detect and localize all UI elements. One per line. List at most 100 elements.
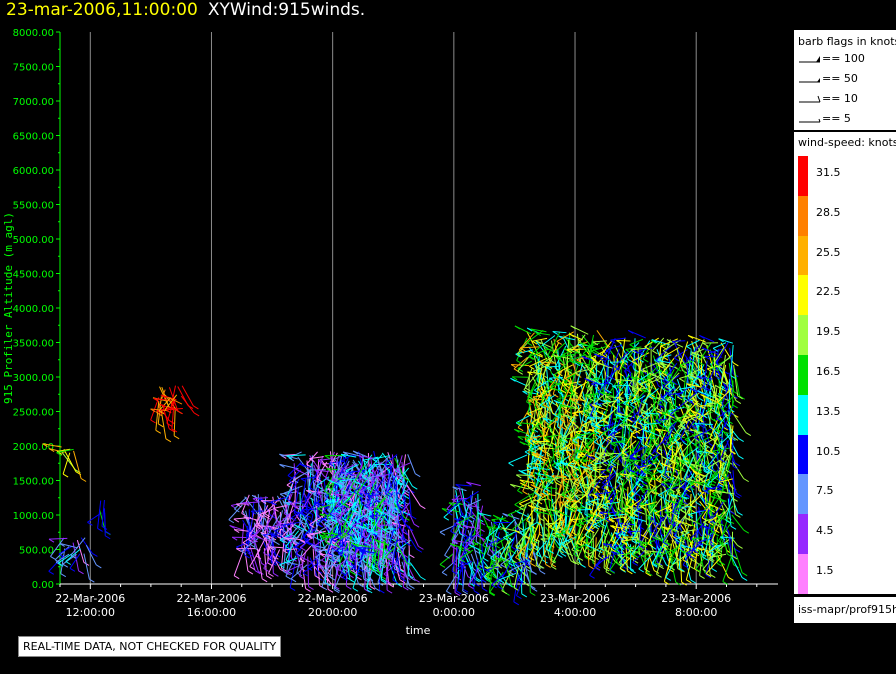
wind-barb-flag [348, 552, 354, 557]
wind-barb-flag [514, 529, 521, 534]
wind-barb [606, 403, 614, 429]
wind-barb [663, 388, 666, 413]
wind-barb [160, 410, 167, 439]
wind-barb [159, 403, 179, 412]
wind-barb [688, 407, 703, 431]
wind-barb [602, 400, 617, 403]
wind-barb [394, 462, 411, 470]
wind-barb [594, 537, 597, 568]
wind-barb-flag [396, 534, 402, 538]
wind-barb [462, 533, 473, 562]
wind-barb-flag [520, 482, 526, 487]
wind-barb-flag [343, 504, 350, 509]
wind-barb-flag [385, 580, 392, 585]
wind-barb-flag [685, 488, 691, 493]
wind-barb [631, 410, 646, 427]
wind-barb-flag [352, 587, 359, 592]
wind-barb-flag [530, 429, 536, 433]
wind-barb-flag [323, 496, 330, 501]
wind-barb [334, 529, 350, 545]
wind-barb-flag [101, 526, 108, 530]
wind-barb-flag [307, 535, 313, 540]
wind-barb [600, 370, 607, 400]
wind-barb [550, 533, 565, 552]
wind-barb-flag [590, 519, 597, 524]
wind-barb [528, 343, 545, 357]
wind-barb-flag [508, 537, 515, 542]
wind-barb-flag [496, 564, 503, 569]
wind-barb-flag [669, 500, 676, 505]
wind-barb-flag [569, 420, 575, 425]
wind-barb-flag [491, 584, 497, 589]
wind-barb-flag [585, 386, 592, 391]
wind-barb-flag [641, 463, 647, 468]
wind-barb [518, 503, 528, 528]
wind-barb [288, 471, 297, 502]
wind-barb [292, 469, 312, 481]
wind-barb [389, 464, 397, 493]
wind-barb-flag [404, 516, 410, 521]
wind-barb [458, 532, 476, 549]
wind-barb-flag [666, 339, 673, 344]
wind-barb [614, 350, 629, 368]
wind-barb-flag [388, 583, 394, 588]
wind-barb [564, 523, 579, 530]
wind-barb-flag [522, 390, 528, 395]
wind-barb-flag [599, 511, 606, 516]
wind-barb [562, 417, 575, 441]
wind-barb [372, 455, 390, 460]
wind-barb-flag [587, 494, 594, 499]
wind-barb-flag [518, 349, 525, 354]
wind-barb [360, 456, 364, 480]
wind-barb-flag [684, 403, 691, 408]
wind-barb [49, 537, 68, 540]
wind-barb-flag [682, 487, 688, 492]
wind-barb [686, 383, 701, 388]
wind-barb [542, 417, 559, 423]
wind-barb-flag [662, 399, 668, 404]
wind-barb-flag [682, 458, 689, 463]
wind-barb-flag [404, 492, 410, 497]
wind-barb-flag [590, 484, 596, 489]
wind-barb-flag [376, 506, 382, 511]
wind-barb-flag [531, 453, 538, 458]
wind-barb [562, 353, 567, 381]
wind-barb-flag [476, 577, 482, 582]
wind-barb-flag [598, 555, 604, 560]
wind-barb-flag [702, 556, 709, 561]
wind-barb [519, 479, 536, 484]
wind-barb-flag [664, 428, 671, 433]
wind-barb-flag [317, 569, 323, 574]
wind-barb-flag [469, 582, 476, 587]
wind-barb [570, 518, 585, 521]
wind-barb-flag [398, 503, 404, 507]
wind-barb-flag [328, 462, 335, 467]
wind-barb-flag [563, 550, 570, 555]
wind-barb-flag [384, 463, 390, 468]
wind-barb [607, 410, 614, 435]
wind-barb-flag [485, 537, 492, 542]
wind-barb [657, 410, 676, 419]
wind-barb-flag [571, 467, 577, 472]
wind-barb [461, 557, 464, 590]
wind-barb [321, 560, 331, 588]
wind-barb [536, 473, 545, 494]
wind-barb [503, 530, 517, 539]
wind-barb [684, 392, 700, 404]
wind-barb-flag [308, 586, 314, 590]
wind-barb-flag [614, 379, 621, 383]
wind-barb [660, 532, 670, 562]
wind-barb-flag [557, 554, 563, 558]
wind-barb-flag [193, 405, 199, 410]
wind-barb-flag [169, 420, 175, 425]
wind-barb-flag [594, 425, 601, 430]
y-tick-label: 5500.00 [13, 201, 54, 212]
wind-barb-flag [684, 438, 691, 443]
wind-barb-flag [594, 455, 601, 460]
wind-barb-flag [515, 557, 521, 561]
wind-barb [342, 550, 358, 554]
wind-barb [508, 454, 528, 464]
wind-barb-flag [285, 571, 291, 576]
wind-barb-flag [615, 413, 621, 418]
wind-barb-flag [607, 484, 614, 489]
